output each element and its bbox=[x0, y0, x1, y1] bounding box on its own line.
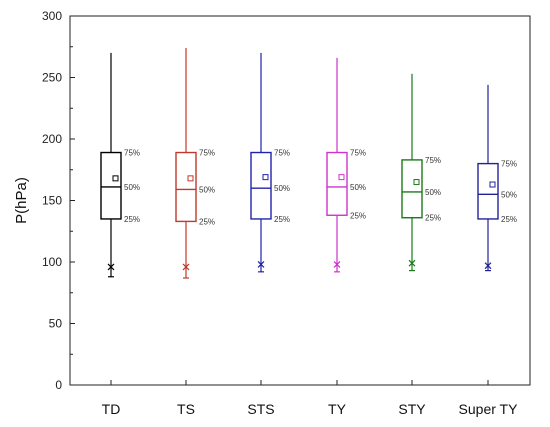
box-group-sts: 75% 50% 25% bbox=[250, 52, 290, 273]
mean-marker bbox=[489, 181, 496, 188]
x-category-label: TY bbox=[328, 401, 347, 417]
iqr-box bbox=[250, 151, 272, 220]
min-marker bbox=[182, 263, 190, 271]
p75-label: 75% bbox=[199, 149, 215, 158]
x-category-label: TD bbox=[102, 401, 121, 417]
iqr-box bbox=[100, 151, 122, 220]
p50-label: 50% bbox=[124, 183, 140, 192]
y-tick-label: 300 bbox=[42, 9, 62, 23]
mean-marker bbox=[112, 175, 119, 182]
y-tick-label: 200 bbox=[42, 132, 62, 146]
p25-label: 25% bbox=[199, 217, 215, 226]
plot-marks: 75% 50% 25% 75% 50% 25% 75% 50% 25% 75% 50% 25% 75% 5… bbox=[100, 47, 517, 279]
y-tick-label: 100 bbox=[42, 255, 62, 269]
x-category-label: Super TY bbox=[459, 401, 519, 417]
mean-marker bbox=[338, 174, 345, 181]
y-tick-label: 0 bbox=[55, 378, 62, 392]
p50-label: 50% bbox=[501, 190, 517, 199]
p75-label: 75% bbox=[124, 149, 140, 158]
box-group-ts: 75% 50% 25% bbox=[175, 47, 215, 279]
y-tick-label: 150 bbox=[42, 194, 62, 208]
axes: 0 50 100 150 200 250 300 P(hPa) TD TS STS TY STY Supe… bbox=[13, 9, 531, 417]
p25-label: 25% bbox=[425, 214, 441, 223]
iqr-box bbox=[477, 162, 499, 220]
p25-label: 25% bbox=[350, 211, 366, 220]
p25-label: 25% bbox=[124, 215, 140, 224]
y-tick-label: 250 bbox=[42, 71, 62, 85]
mean-marker bbox=[187, 175, 194, 182]
p75-label: 75% bbox=[501, 160, 517, 169]
box-group-super-ty: 75% 50% 25% bbox=[477, 84, 517, 272]
mean-marker bbox=[413, 179, 420, 186]
iqr-box bbox=[401, 159, 423, 219]
iqr-box bbox=[326, 151, 348, 216]
min-marker bbox=[333, 261, 341, 268]
p50-label: 50% bbox=[425, 188, 441, 197]
min-marker bbox=[107, 263, 115, 271]
plot-frame bbox=[69, 15, 531, 386]
y-axis-title: P(hPa) bbox=[13, 177, 30, 224]
iqr-box bbox=[175, 151, 197, 223]
min-marker bbox=[257, 261, 265, 268]
x-category-label: STS bbox=[247, 401, 274, 417]
min-marker bbox=[484, 262, 492, 270]
box-group-sty: 75% 50% 25% bbox=[401, 73, 441, 272]
p50-label: 50% bbox=[350, 183, 366, 192]
p75-label: 75% bbox=[425, 156, 441, 165]
min-marker bbox=[408, 259, 416, 267]
p75-label: 75% bbox=[274, 149, 290, 158]
box-group-ty: 75% 50% 25% bbox=[326, 57, 366, 273]
box-group-td: 75% 50% 25% bbox=[100, 52, 140, 278]
x-category-label: STY bbox=[398, 401, 426, 417]
p50-label: 50% bbox=[199, 185, 215, 194]
p25-label: 25% bbox=[501, 215, 517, 224]
mean-marker bbox=[262, 174, 269, 181]
p75-label: 75% bbox=[350, 149, 366, 158]
p25-label: 25% bbox=[274, 215, 290, 224]
p50-label: 50% bbox=[274, 184, 290, 193]
x-category-label: TS bbox=[177, 401, 195, 417]
y-tick-label: 50 bbox=[49, 317, 63, 331]
